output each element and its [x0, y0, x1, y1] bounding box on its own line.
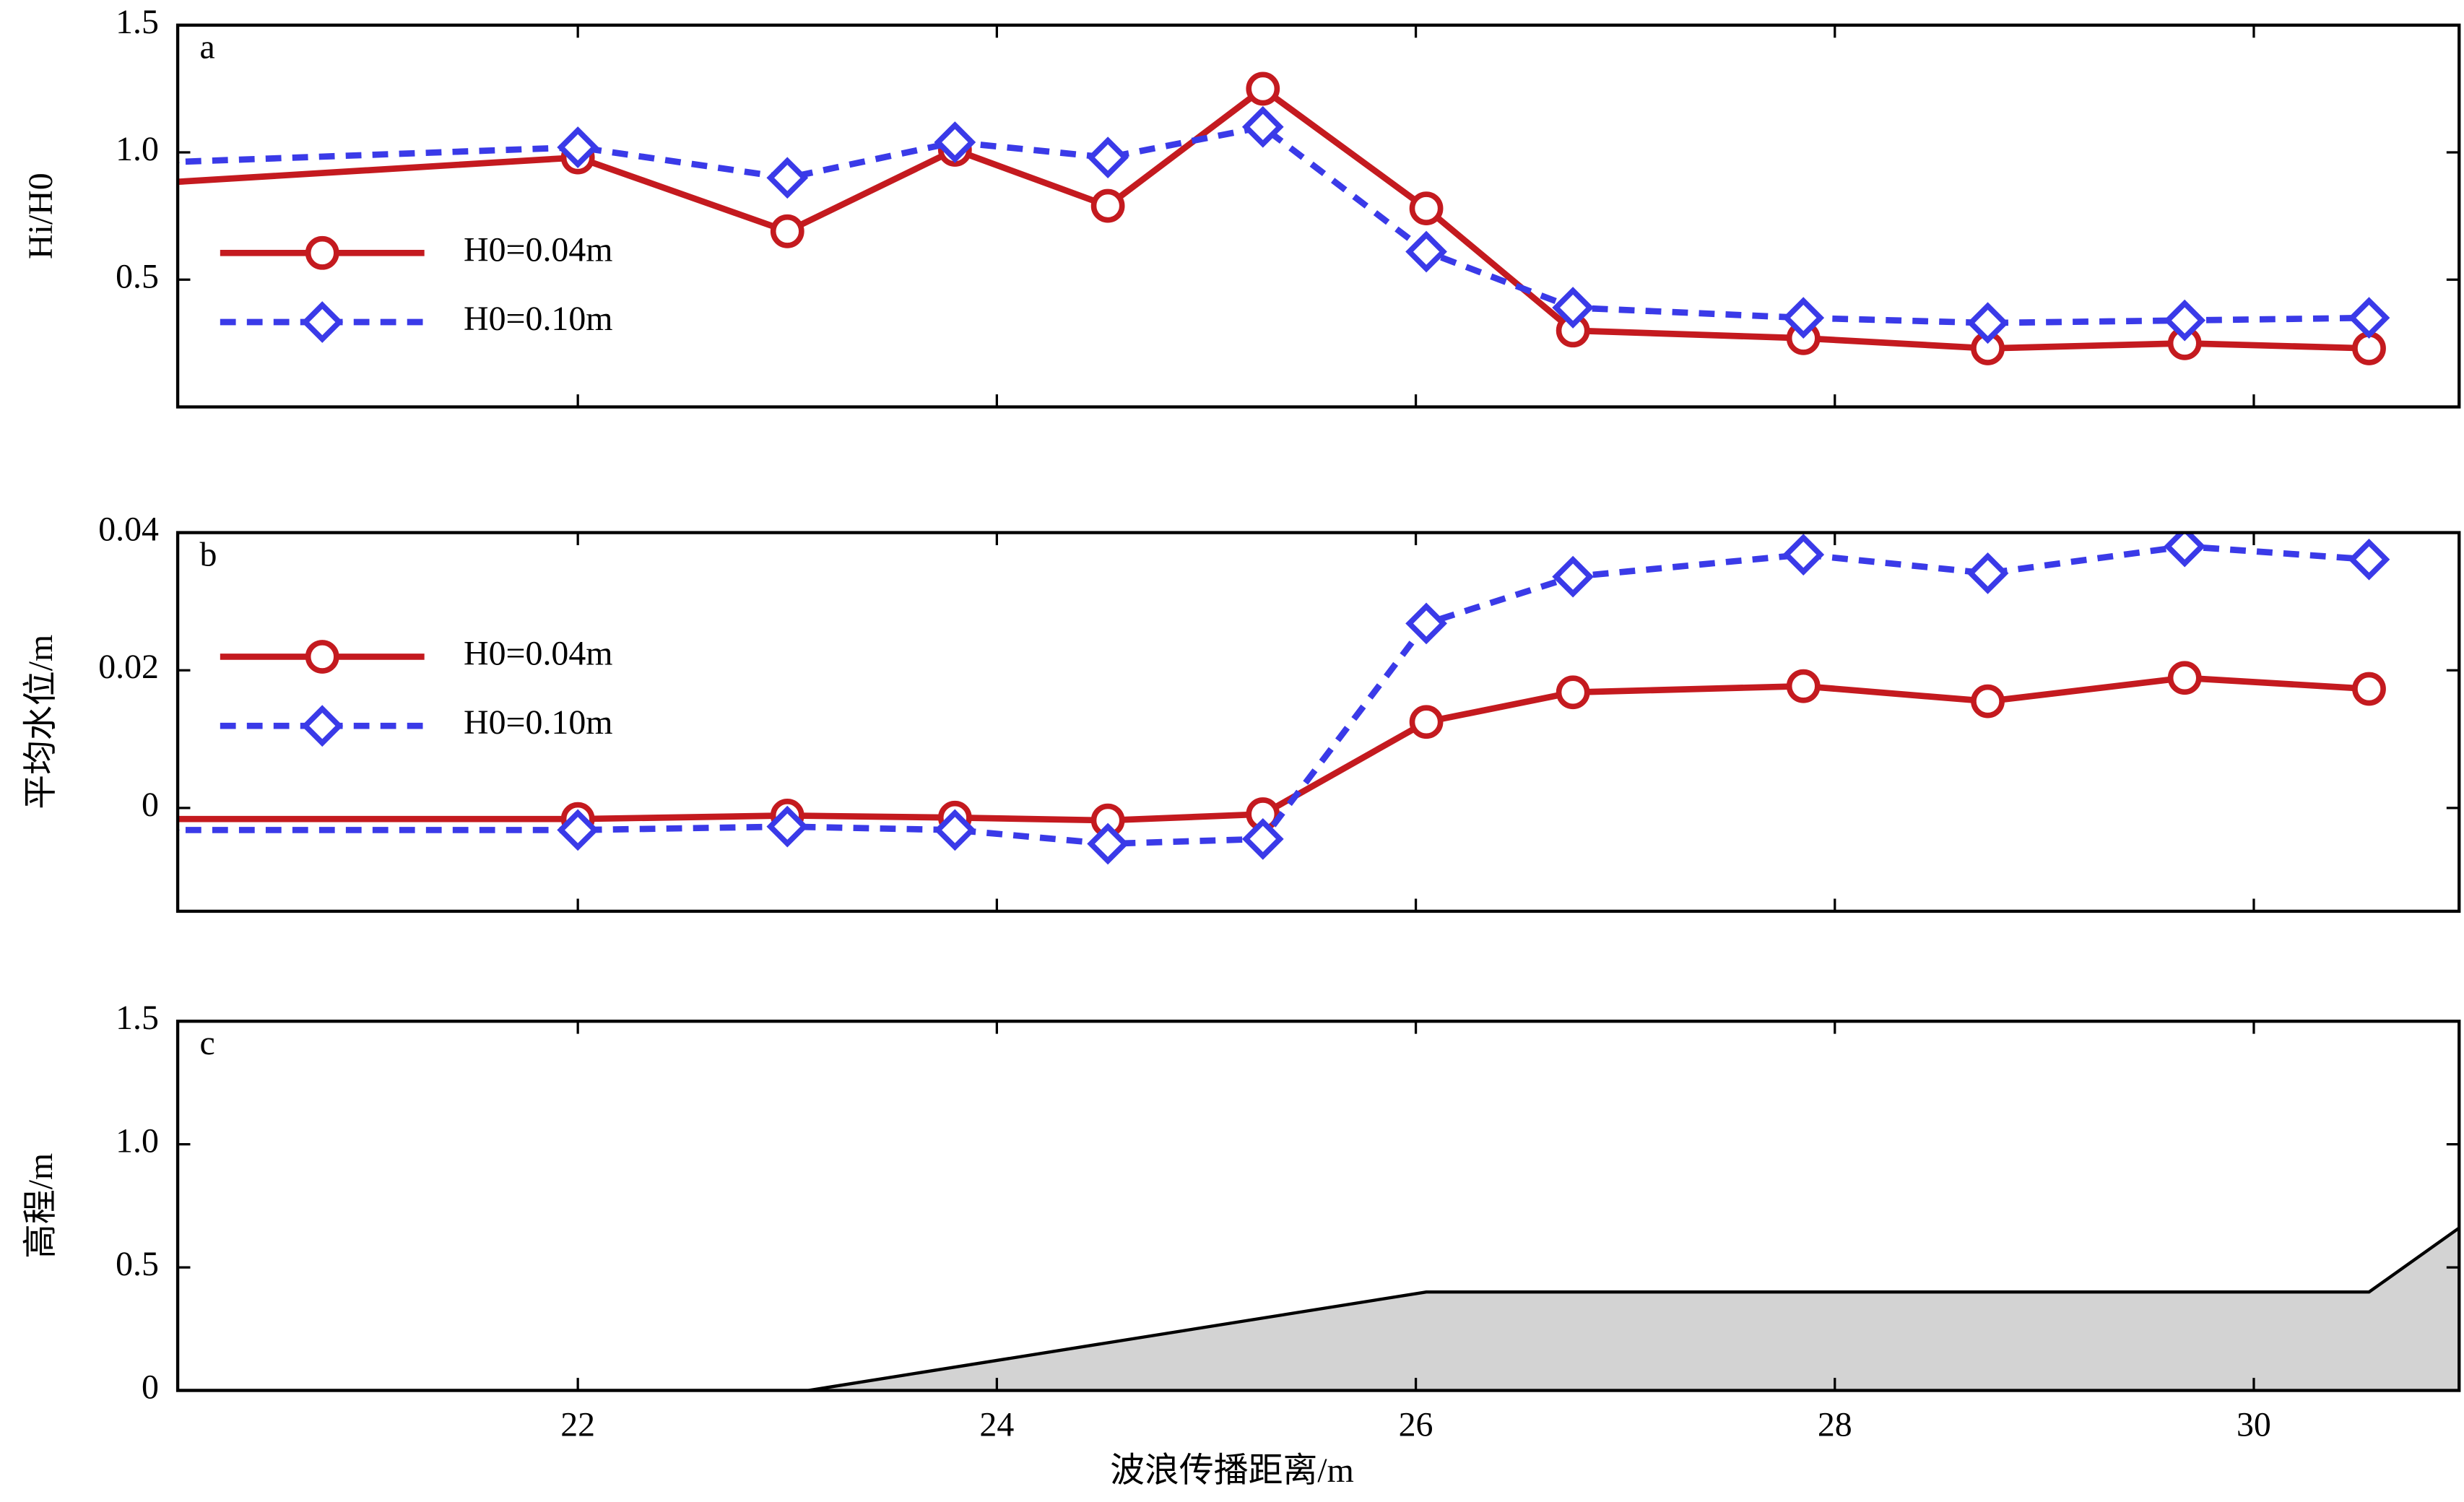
marker — [2164, 299, 2206, 342]
plot-frame — [175, 1020, 2461, 1392]
marker — [1087, 136, 1129, 178]
marker — [1782, 297, 1825, 339]
y-tick-label: 0.02 — [98, 648, 159, 686]
marker — [1786, 669, 1821, 703]
legend-marker — [301, 301, 344, 343]
y-axis-label: 高程/m — [22, 1153, 60, 1259]
marker — [1409, 191, 1444, 225]
plot-frame — [175, 23, 2461, 409]
y-tick-label: 1.0 — [116, 1122, 159, 1160]
series-line — [178, 123, 2369, 326]
area-edge — [178, 1226, 2460, 1391]
marker — [1246, 71, 1280, 106]
marker — [770, 214, 804, 248]
marker — [1966, 552, 2009, 594]
legend-label: H0=0.10m — [464, 300, 612, 338]
marker — [1552, 287, 1595, 329]
marker — [1971, 684, 2005, 719]
marker — [1405, 230, 1447, 273]
marker — [557, 126, 599, 168]
panel-label: b — [200, 535, 217, 573]
marker — [2348, 297, 2390, 339]
legend-label: H0=0.10m — [464, 703, 612, 742]
y-tick-label: 0 — [142, 786, 159, 824]
x-tick-label: 28 — [1818, 1406, 1852, 1444]
series-line — [178, 543, 2369, 847]
x-tick-label: 24 — [979, 1406, 1014, 1444]
y-tick-label: 1.5 — [116, 3, 159, 41]
marker — [2352, 672, 2386, 706]
y-tick-label: 0.5 — [116, 257, 159, 295]
marker — [1782, 534, 1825, 576]
marker — [1090, 188, 1125, 223]
marker — [766, 805, 809, 848]
y-axis-label: Hi/H0 — [22, 173, 60, 259]
plot-frame — [175, 531, 2461, 913]
plot-area — [178, 532, 2390, 865]
legend-label: H0=0.04m — [464, 230, 612, 269]
marker — [2348, 538, 2390, 581]
marker — [766, 157, 809, 199]
legend-label: H0=0.04m — [464, 634, 612, 672]
marker — [1552, 555, 1595, 598]
x-tick-label: 30 — [2237, 1406, 2271, 1444]
legend-marker — [305, 640, 339, 674]
marker — [557, 809, 599, 851]
legend-marker — [305, 235, 339, 270]
panel-label: c — [200, 1024, 215, 1062]
marker — [1241, 105, 1284, 148]
plot-area — [144, 71, 2390, 365]
marker — [934, 809, 976, 851]
marker — [2167, 661, 2202, 695]
series-line — [178, 84, 2369, 352]
y-tick-label: 0 — [142, 1368, 159, 1407]
x-axis-label: 波浪传播距离/m — [1110, 1451, 1354, 1490]
marker — [1966, 302, 2009, 344]
marker — [1556, 675, 1590, 710]
y-tick-label: 1.0 — [116, 130, 159, 168]
marker — [934, 121, 976, 163]
y-tick-label: 1.5 — [116, 999, 159, 1037]
plot-area — [178, 1226, 2460, 1391]
y-tick-label: 0.5 — [116, 1245, 159, 1283]
marker — [1241, 817, 1284, 860]
x-tick-label: 22 — [560, 1406, 595, 1444]
legend-marker — [301, 705, 344, 747]
marker — [1087, 822, 1129, 865]
series-line — [178, 674, 2369, 824]
y-tick-label: 0.04 — [98, 511, 159, 549]
marker — [2164, 532, 2206, 568]
marker — [1409, 705, 1444, 739]
y-axis-label: 平均水位/m — [22, 635, 60, 809]
marker — [144, 169, 173, 197]
panel-label: a — [200, 28, 215, 66]
marker — [1405, 602, 1447, 645]
x-tick-label: 26 — [1399, 1406, 1433, 1444]
